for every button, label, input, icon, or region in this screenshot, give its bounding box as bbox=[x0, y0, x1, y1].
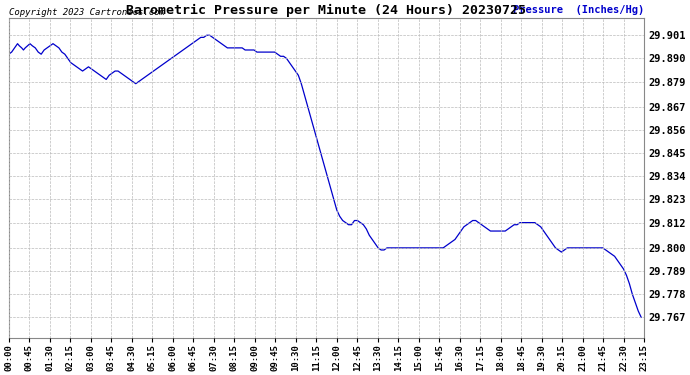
Text: Pressure  (Inches/Hg): Pressure (Inches/Hg) bbox=[513, 5, 644, 15]
Text: Copyright 2023 Cartronics.com: Copyright 2023 Cartronics.com bbox=[9, 8, 165, 17]
Title: Barometric Pressure per Minute (24 Hours) 20230725: Barometric Pressure per Minute (24 Hours… bbox=[126, 4, 526, 17]
